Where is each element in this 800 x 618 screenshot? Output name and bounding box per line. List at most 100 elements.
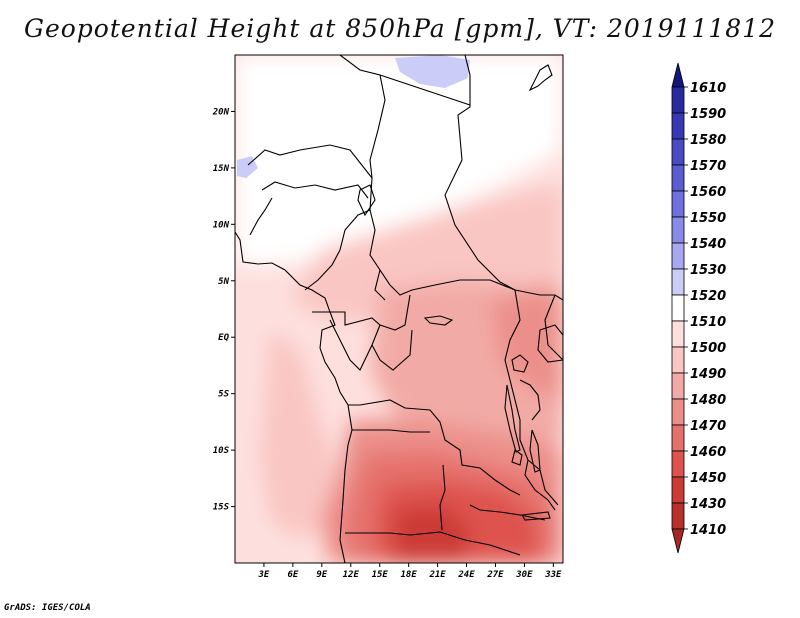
libya-chad-sudan-border <box>444 55 516 291</box>
x-tick-label: 9E <box>316 570 327 580</box>
colorbar-label: 1530 <box>690 263 726 278</box>
colorbar-label: 1570 <box>690 159 726 174</box>
chart-title: Geopotential Height at 850hPa [gpm], VT:… <box>23 14 777 43</box>
lake-chad <box>357 184 376 217</box>
x-tick-label: 33E <box>544 570 562 580</box>
colorbar-segment <box>671 164 685 192</box>
great-lakes-border <box>504 289 556 511</box>
nigeria-cameroon-border <box>304 249 341 291</box>
field-region-1490-west <box>260 330 340 540</box>
algeria-niger-border <box>339 55 386 179</box>
colorbar-label: 1410 <box>690 523 726 538</box>
credit-label: GrADS: IGES/COLA <box>4 603 91 613</box>
colorbar-segment <box>671 138 685 166</box>
colorbar-label: 1550 <box>690 211 726 226</box>
y-axis: 20N 15N 10N 5N EQ 5S 10S 15S <box>212 107 235 513</box>
colorbar-segment <box>671 190 685 218</box>
colorbar-label: 1540 <box>690 237 726 252</box>
colorbar-label: 1560 <box>690 185 726 200</box>
x-tick-label: 3E <box>258 570 270 580</box>
y-tick-label: EQ <box>218 333 229 343</box>
lake-outlines <box>423 64 563 521</box>
mali-niger-border <box>247 144 373 179</box>
malawi-border <box>527 459 559 506</box>
angola-zambia-border <box>439 464 446 531</box>
colorbar-segment <box>671 346 685 374</box>
colorbar-segment <box>671 398 685 426</box>
y-tick-label: 20N <box>212 107 230 117</box>
colorbar-segment <box>671 112 685 140</box>
geopotential-field <box>235 55 563 563</box>
colorbar-segment <box>671 86 685 114</box>
colorbar-label: 1500 <box>690 341 726 356</box>
x-tick-label: 18E <box>401 570 418 580</box>
colorbar-label: 1450 <box>690 471 726 486</box>
colorbar-bottom-triangle <box>671 528 685 554</box>
atlantic-coastline <box>235 231 353 563</box>
x-tick-label: 27E <box>486 570 504 580</box>
field-region-1430 <box>395 505 470 563</box>
y-tick-label: 5N <box>218 277 229 287</box>
colorbar-segment <box>671 372 685 400</box>
colorbar-segment <box>671 450 685 478</box>
river-congo-segment <box>423 315 454 326</box>
angola-namibia-border <box>345 531 521 556</box>
country-borders <box>235 55 563 563</box>
nile-delta <box>528 64 553 92</box>
colorbar-segment <box>671 268 685 296</box>
colorbar-segment <box>671 242 685 270</box>
x-tick-label: 21E <box>428 570 446 580</box>
colorbar-segment <box>671 424 685 452</box>
cameroon-gabon-border <box>312 294 411 331</box>
zambia-zimbabwe-border <box>469 504 546 521</box>
colorbar-label: 1510 <box>690 315 726 330</box>
west-africa-inner-border <box>249 197 273 236</box>
colorbar-segment <box>671 320 685 348</box>
y-tick-label: 15N <box>213 164 230 174</box>
x-tick-label: 15E <box>372 570 389 580</box>
lake-mweru <box>511 449 523 466</box>
x-tick-label: 6E <box>287 570 298 580</box>
colorbar-segment <box>671 476 685 504</box>
colorbar-label: 1590 <box>690 107 726 122</box>
map-frame <box>234 54 564 564</box>
field-patch-1520-north <box>395 55 470 88</box>
colorbar-label: 1460 <box>690 445 726 460</box>
lake-victoria <box>537 324 563 363</box>
x-axis: 3E 6E 9E 12E 15E 18E 21E 24E 27E 30E 33E <box>258 563 562 580</box>
congo-drc-border <box>371 329 413 371</box>
y-tick-label: 10N <box>213 220 230 230</box>
x-tick-label: 24E <box>457 570 475 580</box>
colorbar-label: 1520 <box>690 289 726 304</box>
x-tick-label: 12E <box>343 570 360 580</box>
colorbar-top-triangle <box>671 62 685 88</box>
colorbar-label: 1430 <box>690 497 726 512</box>
field-region-east-highlands <box>490 290 563 400</box>
colorbar: 1610 1590 1580 1570 1560 1550 1540 1530 1520 1510… <box>671 62 726 554</box>
colorbar-label: 1480 <box>690 393 726 408</box>
colorbar-label: 1610 <box>690 81 726 96</box>
colorbar-segment <box>671 294 685 322</box>
colorbar-label: 1490 <box>690 367 726 382</box>
rwanda-burundi-border <box>519 379 541 421</box>
lake-kariba <box>521 511 551 521</box>
x-tick-label: 30E <box>515 570 533 580</box>
colorbar-label: 1470 <box>690 419 726 434</box>
uganda-kenya-border <box>544 294 563 361</box>
colorbar-segment <box>671 502 685 530</box>
angola-inner-border <box>352 429 430 433</box>
lake-malawi <box>529 429 541 473</box>
colorbar-segment <box>671 216 685 244</box>
y-tick-label: 5S <box>218 390 229 400</box>
y-tick-label: 15S <box>213 503 230 513</box>
burkina-border <box>261 181 369 199</box>
car-sudan-border <box>379 269 563 301</box>
gabon-congo-border <box>329 319 381 371</box>
libya-niger-border <box>379 74 471 106</box>
lake-tanganyika <box>504 384 521 453</box>
field-region-1510 <box>235 55 563 265</box>
colorbar-label: 1580 <box>690 133 726 148</box>
angola-drc-border <box>348 399 521 496</box>
y-tick-label: 10S <box>213 446 230 456</box>
